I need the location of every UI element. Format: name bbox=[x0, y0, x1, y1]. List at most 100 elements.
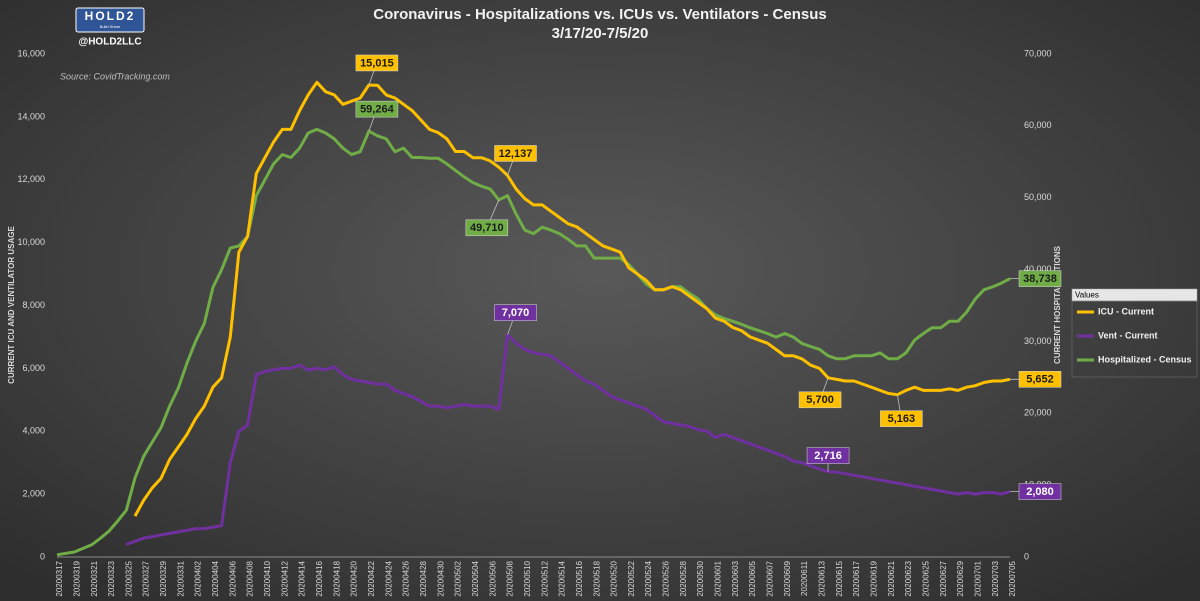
series-line bbox=[133, 80, 1011, 517]
label-box bbox=[465, 219, 509, 237]
y2-tick-label: 70,000 bbox=[1024, 48, 1052, 58]
x-tick-label: 20200601 bbox=[714, 560, 723, 596]
x-tick-label: 20200428 bbox=[419, 560, 428, 596]
x-tick-label: 20200422 bbox=[367, 560, 376, 596]
legend-title: Values bbox=[1075, 291, 1099, 300]
data-label: 2,716 bbox=[814, 450, 842, 462]
label-box bbox=[355, 100, 399, 118]
data-label: 12,137 bbox=[499, 148, 533, 160]
x-tick-label: 20200418 bbox=[332, 560, 341, 596]
x-tick-label: 20200416 bbox=[315, 560, 324, 596]
legend-label: Hospitalized - Census bbox=[1098, 354, 1192, 364]
x-tick-label: 20200516 bbox=[575, 560, 584, 596]
logo-box bbox=[75, 7, 145, 33]
data-label: 5,700 bbox=[806, 394, 834, 406]
y2-tick-label: 0 bbox=[1024, 551, 1029, 561]
y2-tick-label: 40,000 bbox=[1024, 264, 1052, 274]
chart-subtitle: 3/17/20-7/5/20 bbox=[552, 25, 649, 42]
x-tick-label: 20200408 bbox=[246, 560, 255, 596]
label-box bbox=[806, 447, 850, 464]
x-tick-label: 20200414 bbox=[298, 560, 307, 596]
x-tick-label: 20200514 bbox=[558, 560, 567, 596]
legend-label: Vent - Current bbox=[1098, 330, 1158, 340]
x-tick-label: 20200404 bbox=[211, 560, 220, 596]
y-tick-label: 8,000 bbox=[22, 300, 45, 310]
label-box bbox=[1018, 483, 1062, 500]
x-tick-label: 20200524 bbox=[644, 560, 653, 596]
y2-tick-label: 20,000 bbox=[1024, 408, 1052, 418]
x-tick-label: 20200621 bbox=[887, 560, 896, 596]
x-tick-label: 20200611 bbox=[800, 560, 809, 596]
y2-tick-label: 60,000 bbox=[1024, 120, 1052, 130]
x-tick-label: 20200430 bbox=[436, 560, 445, 596]
logo-tagline: Build Share bbox=[100, 24, 121, 29]
y-tick-label: 6,000 bbox=[22, 363, 45, 373]
x-tick-label: 20200410 bbox=[263, 560, 272, 596]
x-tick-label: 20200625 bbox=[921, 560, 930, 596]
logo: HOLD2 bbox=[85, 9, 136, 23]
label-box bbox=[1018, 371, 1062, 388]
legend-label: ICU - Current bbox=[1098, 306, 1154, 316]
x-tick-label: 20200424 bbox=[384, 560, 393, 596]
label-box bbox=[494, 145, 537, 162]
x-tick-label: 20200518 bbox=[592, 560, 601, 596]
x-tick-label: 20200627 bbox=[939, 560, 948, 596]
x-tick-label: 20200701 bbox=[973, 560, 982, 596]
x-tick-label: 20200526 bbox=[662, 560, 671, 596]
x-tick-label: 20200420 bbox=[350, 560, 359, 596]
x-tick-label: 20200703 bbox=[991, 560, 1000, 596]
data-label: 15,015 bbox=[360, 57, 394, 69]
y-tick-label: 14,000 bbox=[17, 111, 45, 121]
x-tick-label: 20200528 bbox=[679, 560, 688, 596]
y2-axis-label: CURRENT HOSPITALIZATIONS bbox=[1053, 245, 1062, 364]
handle: @HOLD2LLC bbox=[78, 37, 141, 48]
x-tick-label: 20200406 bbox=[228, 560, 237, 596]
x-tick-label: 20200603 bbox=[731, 560, 740, 596]
x-tick-label: 20200327 bbox=[142, 560, 151, 596]
x-tick-label: 20200619 bbox=[869, 560, 878, 596]
label-box bbox=[494, 304, 537, 321]
x-tick-label: 20200705 bbox=[1008, 560, 1017, 596]
series-line bbox=[125, 333, 1011, 546]
x-tick-label: 20200623 bbox=[904, 560, 913, 596]
x-tick-label: 20200512 bbox=[540, 560, 549, 596]
data-label: 7,070 bbox=[502, 307, 530, 319]
label-box bbox=[880, 410, 923, 427]
y-tick-label: 10,000 bbox=[17, 237, 45, 247]
x-tick-label: 20200530 bbox=[696, 560, 705, 596]
x-tick-label: 20200402 bbox=[194, 560, 203, 596]
x-tick-label: 20200520 bbox=[610, 560, 619, 596]
chart-title: Coronavirus - Hospitalizations vs. ICUs … bbox=[373, 6, 826, 23]
y-tick-label: 2,000 bbox=[22, 489, 45, 499]
data-label: 49,710 bbox=[470, 222, 504, 234]
x-tick-label: 20200629 bbox=[956, 560, 965, 596]
x-tick-label: 20200508 bbox=[506, 560, 515, 596]
source: Source: CovidTracking.com bbox=[60, 71, 170, 81]
data-label: 38,738 bbox=[1023, 273, 1057, 285]
x-tick-label: 20200607 bbox=[766, 560, 775, 596]
label-box bbox=[798, 391, 842, 409]
x-tick-label: 20200319 bbox=[72, 560, 81, 596]
x-tick-label: 20200506 bbox=[488, 560, 497, 596]
x-tick-label: 20200331 bbox=[176, 560, 185, 596]
x-tick-label: 20200325 bbox=[124, 560, 133, 596]
x-tick-label: 20200609 bbox=[783, 560, 792, 596]
x-tick-label: 20200522 bbox=[627, 560, 636, 596]
x-tick-label: 20200502 bbox=[454, 560, 463, 596]
y2-tick-label: 30,000 bbox=[1024, 336, 1052, 346]
y-tick-label: 4,000 bbox=[22, 426, 45, 436]
x-tick-label: 20200323 bbox=[107, 560, 116, 596]
label-box bbox=[355, 54, 399, 72]
data-label: 2,080 bbox=[1026, 486, 1054, 498]
data-label: 59,264 bbox=[360, 104, 395, 116]
series-line bbox=[56, 127, 1011, 557]
label-box bbox=[1018, 270, 1062, 287]
y-tick-label: 0 bbox=[40, 551, 45, 561]
x-tick-label: 20200504 bbox=[471, 560, 480, 596]
x-tick-label: 20200510 bbox=[523, 560, 532, 596]
y-axis-label: CURRENT ICU AND VENTILATOR USAGE bbox=[7, 226, 16, 384]
x-tick-label: 20200412 bbox=[280, 560, 289, 596]
